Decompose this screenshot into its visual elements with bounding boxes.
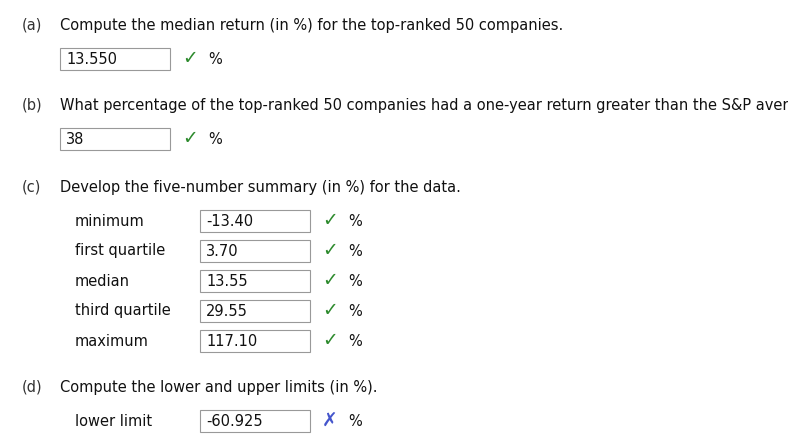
Text: %: % [208, 132, 221, 147]
Text: %: % [348, 273, 362, 289]
Text: ✓: ✓ [322, 302, 338, 320]
Text: %: % [348, 414, 362, 428]
FancyBboxPatch shape [200, 330, 310, 352]
FancyBboxPatch shape [60, 128, 170, 150]
Text: third quartile: third quartile [75, 303, 171, 319]
Text: What percentage of the top-ranked 50 companies had a one-year return greater tha: What percentage of the top-ranked 50 com… [60, 98, 788, 113]
Text: ✓: ✓ [182, 49, 198, 69]
Text: (d): (d) [22, 380, 43, 395]
Text: ✓: ✓ [322, 211, 338, 230]
Text: 117.10: 117.10 [206, 333, 257, 349]
Text: ✗: ✗ [322, 411, 338, 431]
Text: Develop the five-number summary (in %) for the data.: Develop the five-number summary (in %) f… [60, 180, 461, 195]
Text: (c): (c) [22, 180, 42, 195]
Text: %: % [348, 214, 362, 228]
Text: first quartile: first quartile [75, 243, 165, 259]
Text: lower limit: lower limit [75, 414, 152, 428]
FancyBboxPatch shape [200, 210, 310, 232]
Text: -60.925: -60.925 [206, 414, 262, 428]
Text: ✓: ✓ [322, 272, 338, 290]
Text: 38: 38 [66, 132, 84, 147]
FancyBboxPatch shape [200, 410, 310, 432]
Text: (b): (b) [22, 98, 43, 113]
Text: %: % [348, 243, 362, 259]
Text: %: % [348, 303, 362, 319]
Text: 13.550: 13.550 [66, 52, 117, 66]
Text: ✓: ✓ [322, 241, 338, 260]
FancyBboxPatch shape [200, 300, 310, 322]
Text: median: median [75, 273, 130, 289]
Text: Compute the lower and upper limits (in %).: Compute the lower and upper limits (in %… [60, 380, 377, 395]
Text: ✓: ✓ [182, 129, 198, 148]
FancyBboxPatch shape [200, 240, 310, 262]
Text: ✓: ✓ [322, 332, 338, 351]
Text: 3.70: 3.70 [206, 243, 239, 259]
Text: %: % [348, 333, 362, 349]
Text: minimum: minimum [75, 214, 145, 228]
Text: 29.55: 29.55 [206, 303, 248, 319]
Text: (a): (a) [22, 18, 43, 33]
FancyBboxPatch shape [60, 48, 170, 70]
Text: Compute the median return (in %) for the top-ranked 50 companies.: Compute the median return (in %) for the… [60, 18, 563, 33]
Text: 13.55: 13.55 [206, 273, 247, 289]
FancyBboxPatch shape [200, 270, 310, 292]
Text: -13.40: -13.40 [206, 214, 253, 228]
Text: %: % [208, 52, 221, 66]
Text: maximum: maximum [75, 333, 149, 349]
